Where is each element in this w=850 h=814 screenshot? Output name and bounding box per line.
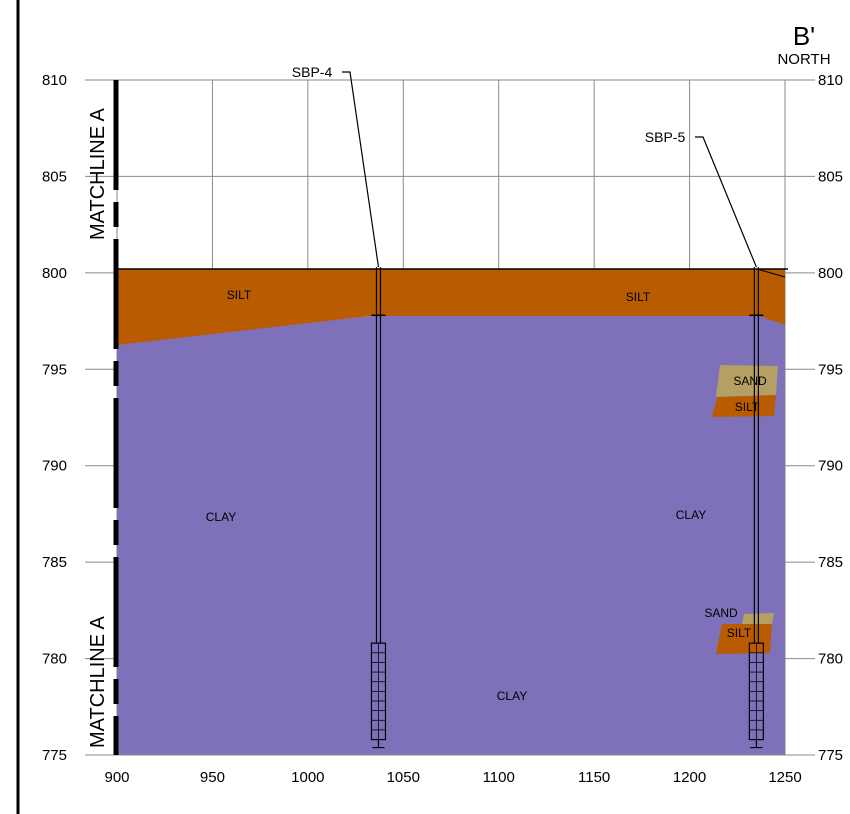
- boring-label: SBP-4: [292, 64, 333, 80]
- y-tick-label-right: 810: [818, 72, 843, 89]
- match-line-label-upper: MATCHLINE A: [87, 107, 109, 240]
- x-tick-label: 1250: [768, 769, 801, 786]
- silt-label-left: SILT: [227, 288, 252, 302]
- y-tick-label-left: 810: [42, 72, 67, 89]
- boring-leader-line: [342, 71, 380, 268]
- x-tick-label: 1100: [483, 769, 515, 786]
- y-tick-label-right: 795: [818, 361, 843, 378]
- axes: 900 950 1000 1050 1100 1150 1200 1250 810 810 805 8…: [42, 72, 843, 786]
- x-tick-label: 1050: [387, 769, 420, 786]
- ground-surface-slope: [756, 268, 786, 278]
- x-tick-label: 1150: [578, 769, 610, 786]
- x-tick-label: 1000: [291, 769, 324, 786]
- silt-layer: [117, 269, 785, 345]
- y-tick-label-right: 780: [818, 651, 843, 668]
- y-tick-label-right: 800: [818, 265, 843, 282]
- clay-layer: [117, 316, 785, 755]
- clay-label-bottom: CLAY: [497, 689, 527, 703]
- silt-lens-upper: [712, 395, 776, 417]
- clay-label-right: CLAY: [676, 508, 706, 522]
- y-tick-label-left: 800: [42, 265, 67, 282]
- sand-label-lower: SAND: [704, 606, 738, 620]
- y-tick-label-right: 785: [818, 554, 843, 571]
- clay-label-left: CLAY: [206, 510, 236, 524]
- sand-label-upper: SAND: [733, 374, 767, 388]
- y-tick-label-left: 795: [42, 361, 67, 378]
- silt-label-right: SILT: [626, 290, 651, 304]
- y-tick-label-left: 775: [42, 747, 67, 764]
- x-tick-label: 900: [104, 769, 129, 786]
- y-tick-label-right: 775: [818, 747, 843, 764]
- boring-leader-line: [695, 136, 757, 268]
- y-tick-label-left: 785: [42, 554, 67, 571]
- boring-sbp-4: SBP-4: [292, 64, 387, 749]
- y-tick-label-left: 805: [42, 168, 67, 185]
- sand-lens-upper: [716, 365, 778, 397]
- y-tick-label-right: 805: [818, 168, 843, 185]
- stratigraphy: [117, 268, 788, 755]
- y-tick-label-right: 790: [818, 458, 843, 475]
- x-tick-label: 1200: [673, 769, 706, 786]
- silt-label-upper-lens: SILT: [735, 400, 760, 414]
- boring-label: SBP-5: [645, 129, 686, 145]
- match-line-label-lower: MATCHLINE A: [87, 615, 109, 748]
- direction-label: NORTH: [777, 51, 830, 68]
- section-end-label: B': [793, 21, 815, 51]
- boring-sbp-5: SBP-5: [645, 129, 764, 749]
- x-tick-label: 950: [200, 769, 225, 786]
- y-tick-label-left: 790: [42, 458, 67, 475]
- silt-label-lower-lens: SILT: [727, 626, 752, 640]
- y-tick-label-left: 780: [42, 651, 67, 668]
- borings: SBP-4 SBP-5: [292, 64, 764, 749]
